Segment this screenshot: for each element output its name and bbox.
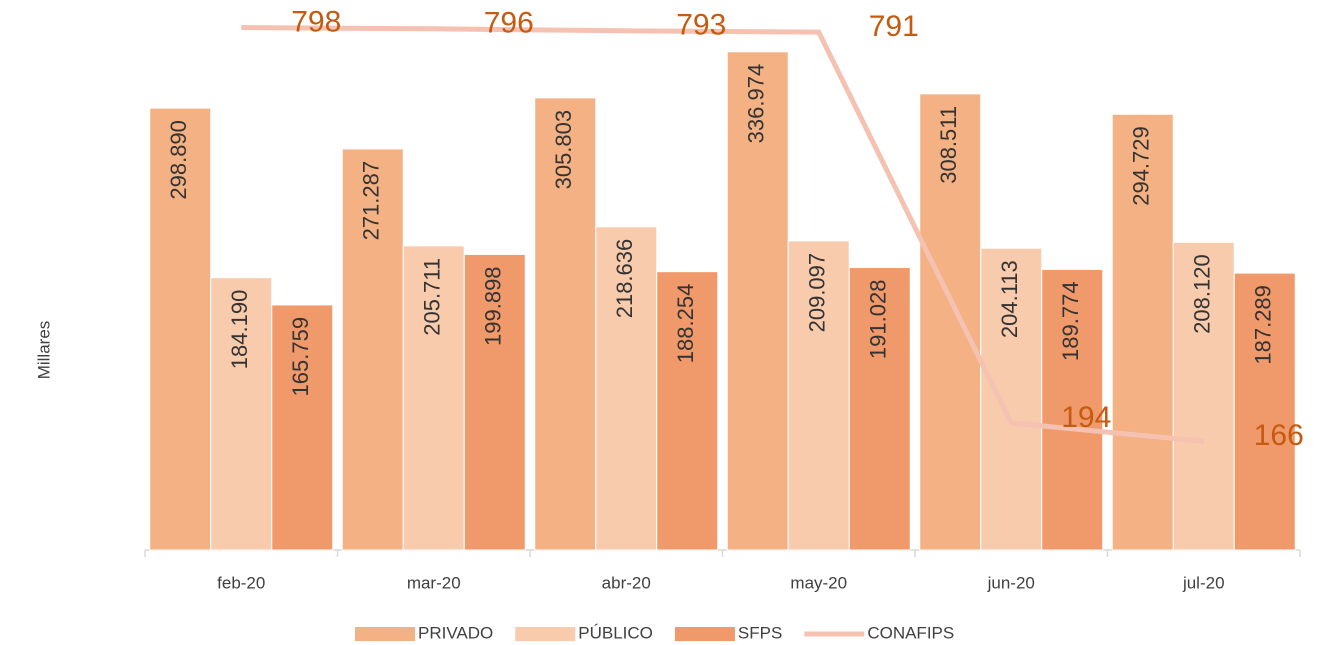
bar xyxy=(341,148,404,551)
line-label: 796 xyxy=(484,7,534,40)
bar xyxy=(402,245,465,551)
legend-label: CONAFIPS xyxy=(867,623,954,642)
bar xyxy=(848,267,911,551)
bar xyxy=(1172,241,1235,551)
bar xyxy=(463,253,526,551)
bar xyxy=(149,107,212,551)
legend-swatch xyxy=(674,627,735,641)
bar xyxy=(1233,272,1296,551)
line-label: 798 xyxy=(291,5,341,38)
x-tick-label: may-20 xyxy=(790,573,847,592)
value-label: 205.711 xyxy=(420,258,445,336)
bar xyxy=(1111,113,1174,551)
line-label: 791 xyxy=(869,10,919,43)
value-label: 209.097 xyxy=(805,253,830,333)
value-label: 208.120 xyxy=(1190,254,1215,334)
value-label: 218.636 xyxy=(612,239,637,319)
value-label: 189.774 xyxy=(1058,281,1083,361)
value-label: 308.511 xyxy=(936,106,961,184)
bar xyxy=(210,277,273,551)
y-axis-title: Millares xyxy=(34,321,53,380)
x-tick-label: jun-20 xyxy=(987,573,1035,592)
legend-label: PRIVADO xyxy=(418,623,493,642)
bar xyxy=(595,226,658,551)
bar xyxy=(534,97,597,551)
value-label: 165.759 xyxy=(288,317,313,397)
bar xyxy=(656,271,719,551)
value-label: 204.113 xyxy=(997,260,1022,338)
line-label: 166 xyxy=(1254,419,1304,452)
bar xyxy=(271,304,334,551)
x-tick-label: abr-20 xyxy=(602,573,651,592)
bar xyxy=(1041,268,1104,551)
value-label: 199.898 xyxy=(481,266,506,346)
x-tick-label: jul-20 xyxy=(1182,573,1225,592)
value-label: 294.729 xyxy=(1129,126,1154,206)
line xyxy=(241,25,1204,444)
line-label: 194 xyxy=(1061,401,1111,434)
bar xyxy=(980,247,1043,551)
value-label: 298.890 xyxy=(166,120,191,200)
line-label: 793 xyxy=(676,9,726,42)
value-label: 187.289 xyxy=(1251,285,1276,365)
legend-label: PÚBLICO xyxy=(578,623,653,642)
value-label: 336.974 xyxy=(744,64,769,144)
value-label: 184.190 xyxy=(227,290,252,370)
x-tick-label: feb-20 xyxy=(217,573,265,592)
value-label: 188.254 xyxy=(673,284,698,364)
value-label: 191.028 xyxy=(866,280,891,360)
legend-swatch xyxy=(355,627,415,641)
value-label: 271.287 xyxy=(359,161,384,241)
legend-label: SFPS xyxy=(738,623,782,642)
legend-swatch xyxy=(515,627,576,641)
value-label: 305.803 xyxy=(551,110,576,190)
x-tick-label: mar-20 xyxy=(407,573,461,592)
